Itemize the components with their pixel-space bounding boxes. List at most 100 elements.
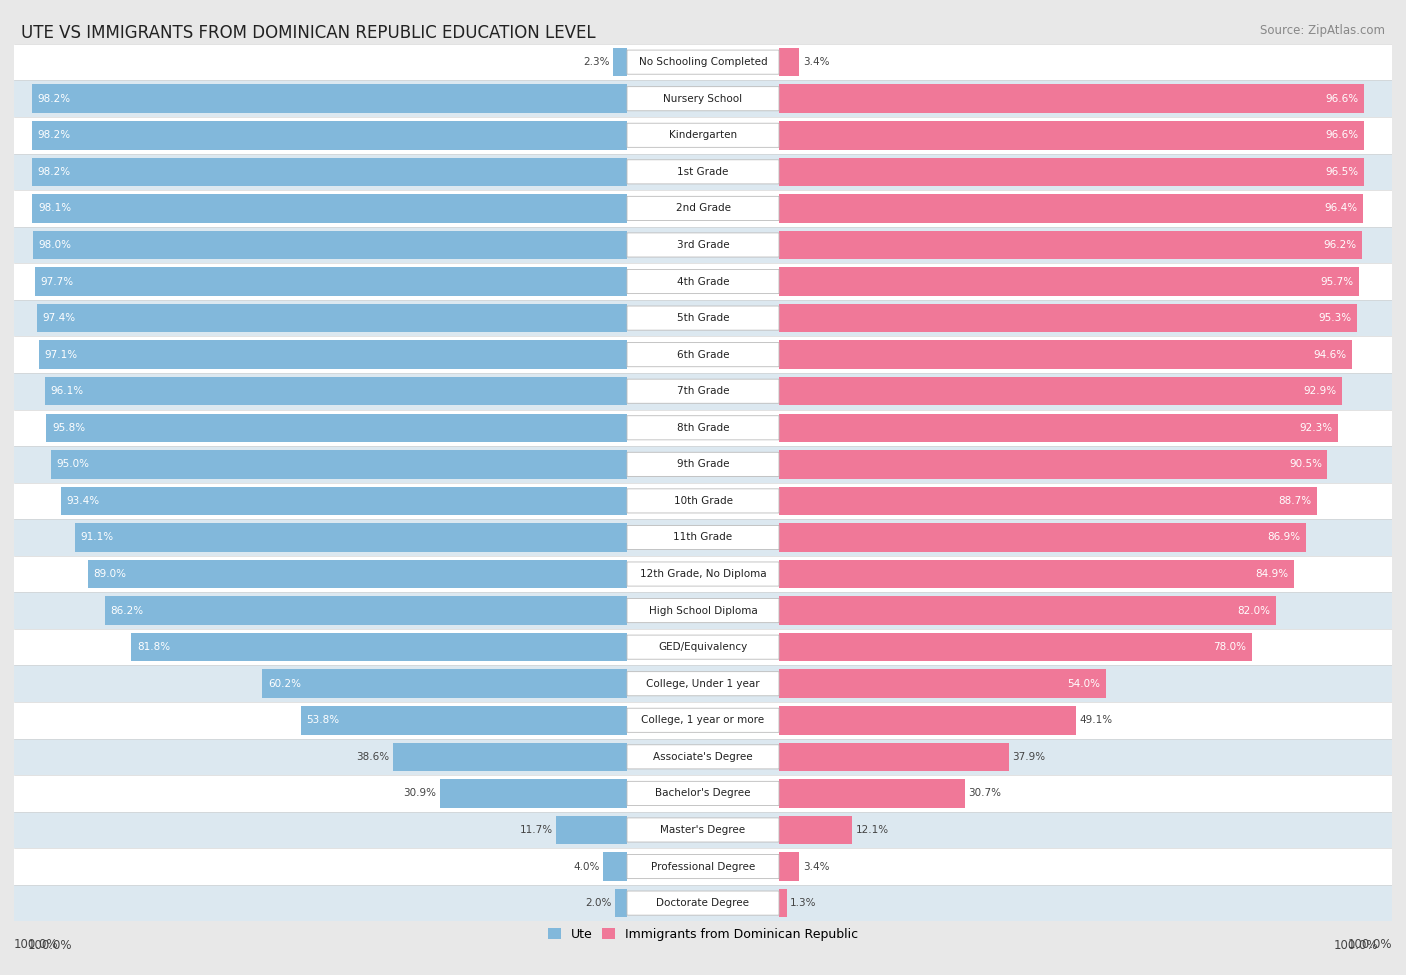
FancyBboxPatch shape	[627, 50, 779, 74]
Text: 86.2%: 86.2%	[110, 605, 143, 615]
FancyBboxPatch shape	[627, 233, 779, 257]
Text: 30.7%: 30.7%	[969, 789, 1001, 799]
Bar	[14, 739, 1392, 775]
Bar	[34, 231, 627, 259]
Text: 2.0%: 2.0%	[585, 898, 612, 908]
Bar	[779, 743, 1008, 771]
FancyBboxPatch shape	[627, 342, 779, 367]
Bar	[37, 304, 627, 332]
FancyBboxPatch shape	[627, 745, 779, 769]
Text: 96.6%: 96.6%	[1326, 131, 1360, 140]
Text: 92.9%: 92.9%	[1303, 386, 1337, 396]
Bar	[14, 372, 1392, 409]
Bar	[779, 779, 965, 807]
Bar	[779, 194, 1364, 222]
Bar	[779, 121, 1364, 149]
Bar	[14, 665, 1392, 702]
Text: 96.2%: 96.2%	[1323, 240, 1357, 250]
FancyBboxPatch shape	[627, 269, 779, 293]
Text: 98.2%: 98.2%	[38, 94, 70, 103]
Bar	[779, 889, 787, 917]
Text: 11th Grade: 11th Grade	[673, 532, 733, 542]
FancyBboxPatch shape	[627, 781, 779, 805]
FancyBboxPatch shape	[627, 123, 779, 147]
Bar	[14, 519, 1392, 556]
Bar	[14, 775, 1392, 811]
Bar	[779, 450, 1327, 479]
Bar	[75, 524, 627, 552]
Text: 100.0%: 100.0%	[28, 939, 72, 952]
Text: 5th Grade: 5th Grade	[676, 313, 730, 323]
Bar	[779, 340, 1353, 369]
FancyBboxPatch shape	[627, 672, 779, 696]
Text: 82.0%: 82.0%	[1237, 605, 1271, 615]
Text: College, 1 year or more: College, 1 year or more	[641, 716, 765, 725]
Bar	[32, 158, 627, 186]
Bar	[603, 852, 627, 880]
Bar	[35, 267, 627, 295]
Text: 88.7%: 88.7%	[1278, 496, 1310, 506]
FancyBboxPatch shape	[627, 562, 779, 586]
Text: 7th Grade: 7th Grade	[676, 386, 730, 396]
Text: 11.7%: 11.7%	[520, 825, 553, 835]
Text: Professional Degree: Professional Degree	[651, 862, 755, 872]
Bar	[301, 706, 627, 734]
Text: No Schooling Completed: No Schooling Completed	[638, 58, 768, 67]
Bar	[779, 487, 1316, 515]
FancyBboxPatch shape	[627, 196, 779, 220]
Bar	[14, 447, 1392, 483]
Text: 92.3%: 92.3%	[1299, 423, 1333, 433]
Text: 90.5%: 90.5%	[1289, 459, 1322, 469]
Bar	[14, 629, 1392, 665]
Text: 30.9%: 30.9%	[404, 789, 436, 799]
Bar	[32, 121, 627, 149]
FancyBboxPatch shape	[627, 87, 779, 111]
Text: GED/Equivalency: GED/Equivalency	[658, 643, 748, 652]
Bar	[779, 597, 1275, 625]
Text: 2nd Grade: 2nd Grade	[675, 204, 731, 214]
Bar	[779, 304, 1357, 332]
Text: 97.1%: 97.1%	[44, 350, 77, 360]
Text: 84.9%: 84.9%	[1256, 569, 1288, 579]
Bar	[60, 487, 627, 515]
FancyBboxPatch shape	[627, 854, 779, 878]
FancyBboxPatch shape	[627, 526, 779, 550]
Bar	[14, 556, 1392, 592]
Text: 98.2%: 98.2%	[38, 131, 70, 140]
Bar	[14, 592, 1392, 629]
Text: 60.2%: 60.2%	[267, 679, 301, 688]
Bar	[557, 816, 627, 844]
Text: 100.0%: 100.0%	[14, 938, 59, 951]
Text: 9th Grade: 9th Grade	[676, 459, 730, 469]
Bar	[614, 889, 627, 917]
Text: 3.4%: 3.4%	[803, 862, 830, 872]
Text: 1.3%: 1.3%	[790, 898, 817, 908]
Bar	[14, 263, 1392, 300]
Text: 8th Grade: 8th Grade	[676, 423, 730, 433]
Legend: Ute, Immigrants from Dominican Republic: Ute, Immigrants from Dominican Republic	[543, 922, 863, 946]
Text: 54.0%: 54.0%	[1067, 679, 1101, 688]
Text: 96.5%: 96.5%	[1326, 167, 1358, 176]
Text: Kindergarten: Kindergarten	[669, 131, 737, 140]
Text: 2.3%: 2.3%	[583, 58, 610, 67]
Text: 6th Grade: 6th Grade	[676, 350, 730, 360]
Bar	[779, 158, 1364, 186]
Bar	[14, 848, 1392, 885]
Bar	[779, 852, 800, 880]
Bar	[14, 81, 1392, 117]
Bar	[779, 524, 1306, 552]
Bar	[131, 633, 627, 661]
Bar	[104, 597, 627, 625]
FancyBboxPatch shape	[627, 635, 779, 659]
Bar	[779, 560, 1294, 588]
Text: College, Under 1 year: College, Under 1 year	[647, 679, 759, 688]
Bar	[14, 336, 1392, 372]
Text: 100.0%: 100.0%	[1347, 938, 1392, 951]
Bar	[779, 816, 852, 844]
Text: 12.1%: 12.1%	[856, 825, 889, 835]
Text: 94.6%: 94.6%	[1313, 350, 1347, 360]
FancyBboxPatch shape	[627, 488, 779, 513]
Bar	[440, 779, 627, 807]
Bar	[14, 117, 1392, 153]
Text: 91.1%: 91.1%	[80, 532, 114, 542]
